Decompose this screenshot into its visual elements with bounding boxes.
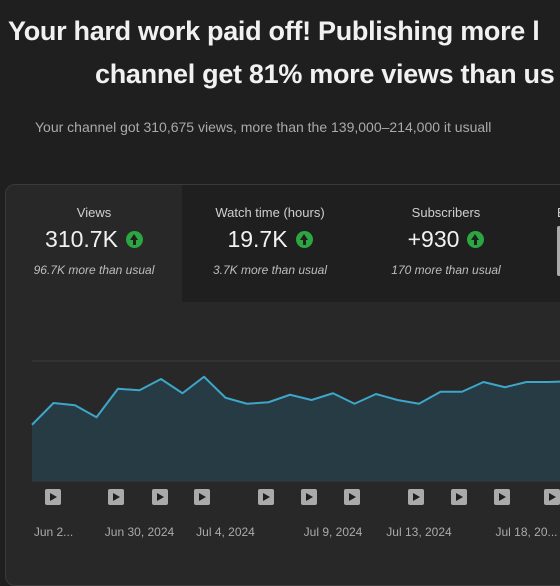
video-icon[interactable] xyxy=(451,489,467,505)
video-icon[interactable] xyxy=(108,489,124,505)
headline: channel get 81% more views than us xyxy=(95,59,555,89)
upload-markers xyxy=(45,489,560,505)
metric-tab[interactable]: Views 310.7K 96.7K more than usual xyxy=(6,185,183,302)
metric-note: 3.7K more than usual xyxy=(212,263,328,277)
chart: Jun 2... Jun 30, 2024 Jul 4, 2024 Jul 9, 20… xyxy=(31,360,560,539)
page: Your hard work paid off! Publishing more… xyxy=(5,16,560,586)
metric-label: Subscribers xyxy=(411,205,481,220)
plot: Jun 2... Jun 30, 2024 Jul 4, 2024 Jul 9, 20… xyxy=(31,360,560,539)
metric-value: 310.7K xyxy=(45,226,118,252)
metric-value: +930 xyxy=(407,226,460,252)
metric-tab[interactable]: Watch time (hours) 19.7K 3.7K more than … xyxy=(182,185,359,302)
analytics-card: Views 310.7K 96.7K more than usual Watch… xyxy=(5,184,560,586)
x-tick-label: Jul 9, 2024 xyxy=(304,525,363,539)
line xyxy=(31,375,560,426)
area-fill xyxy=(32,376,560,481)
up-icon xyxy=(125,231,143,248)
metric-note: 170 more than usual xyxy=(391,263,501,277)
x-tick-label: Jul 13, 2024 xyxy=(386,525,452,539)
video-icon[interactable] xyxy=(194,489,210,505)
video-icon[interactable] xyxy=(494,489,510,505)
video-icon[interactable] xyxy=(301,489,317,505)
x-tick-label: Jun 30, 2024 xyxy=(105,525,175,539)
metric-note: 96.7K more than usual xyxy=(33,263,155,277)
video-icon[interactable] xyxy=(344,489,360,505)
placeholder-box xyxy=(557,226,560,276)
x-tick-label: Jul 18, 20... xyxy=(495,525,557,539)
metric-value: 19.7K xyxy=(227,226,288,252)
video-icon[interactable] xyxy=(152,489,168,505)
metric-label: B xyxy=(557,205,560,220)
subtitle: Your channel got 310,675 views, more tha… xyxy=(35,119,492,135)
metric-tab[interactable]: B xyxy=(534,185,560,302)
x-tick-label: Jul 4, 2024 xyxy=(196,525,255,539)
x-tick-label: Jun 2... xyxy=(34,525,73,539)
up-icon xyxy=(467,231,485,248)
video-icon[interactable] xyxy=(258,489,274,505)
video-icon[interactable] xyxy=(408,489,424,505)
metric-label: Views xyxy=(76,205,112,220)
headline: Your hard work paid off! Publishing more… xyxy=(8,16,540,46)
video-icon[interactable] xyxy=(45,489,61,505)
video-icon[interactable] xyxy=(544,489,560,505)
metric-label: Watch time (hours) xyxy=(215,205,325,220)
up-icon xyxy=(295,231,313,248)
